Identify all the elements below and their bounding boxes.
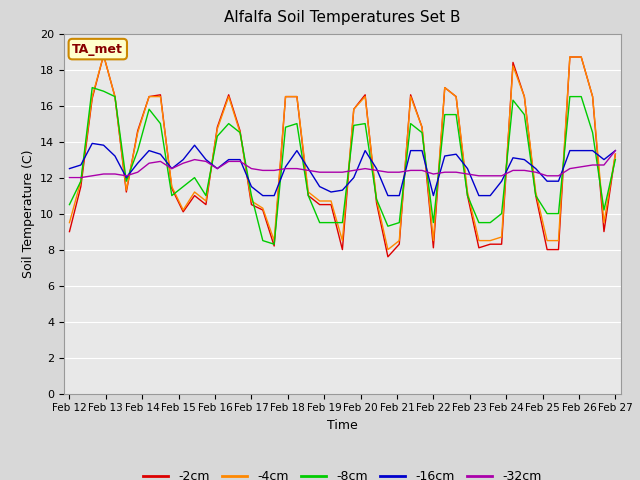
X-axis label: Time: Time — [327, 419, 358, 432]
Y-axis label: Soil Temperature (C): Soil Temperature (C) — [22, 149, 35, 278]
Title: Alfalfa Soil Temperatures Set B: Alfalfa Soil Temperatures Set B — [224, 11, 461, 25]
Legend: -2cm, -4cm, -8cm, -16cm, -32cm: -2cm, -4cm, -8cm, -16cm, -32cm — [138, 465, 547, 480]
Text: TA_met: TA_met — [72, 43, 124, 56]
